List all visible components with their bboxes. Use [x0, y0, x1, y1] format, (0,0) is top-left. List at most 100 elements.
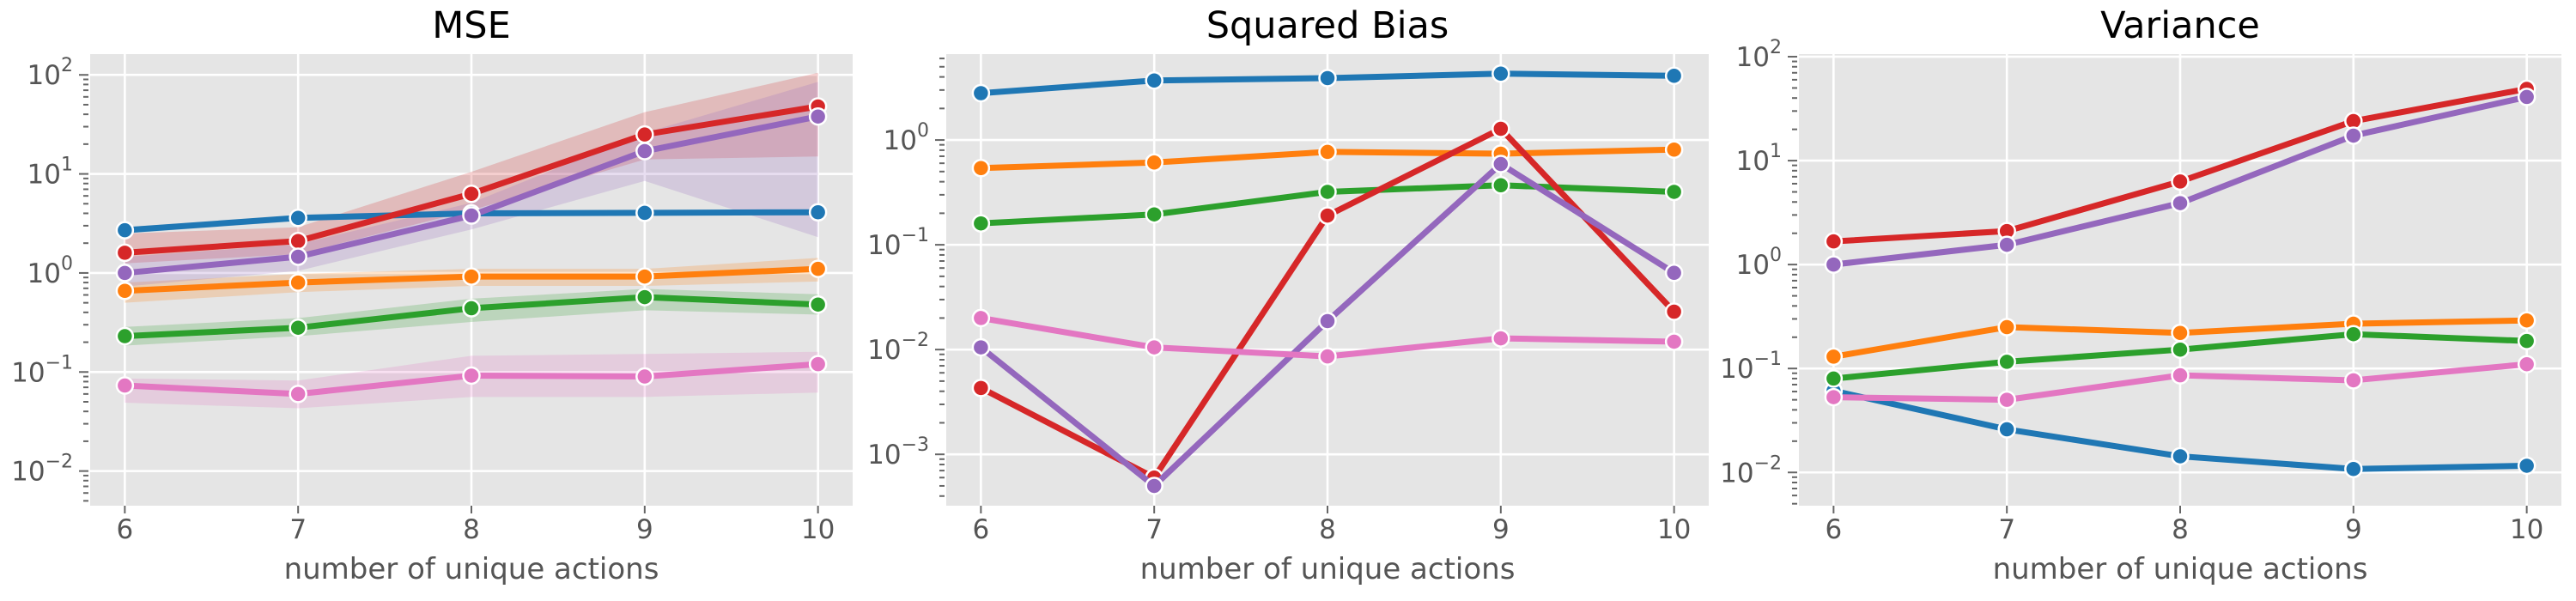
data-point [808, 355, 828, 373]
data-point [1824, 369, 1844, 388]
data-point [2344, 325, 2363, 343]
data-point [971, 337, 991, 357]
y-tick-label: 102 [1736, 37, 1782, 73]
data-point [1664, 332, 1684, 351]
data-point [2171, 193, 2190, 213]
data-point [971, 308, 991, 328]
data-point [289, 318, 307, 337]
data-point [462, 366, 481, 385]
data-point [2517, 456, 2537, 476]
data-point [2344, 459, 2363, 478]
x-tick-label: 6 [972, 514, 989, 545]
data-point [462, 206, 481, 225]
data-point [115, 264, 135, 282]
data-point [1145, 337, 1163, 357]
x-axis-label-variance: number of unique actions [1992, 552, 2368, 586]
data-point [1492, 155, 1510, 173]
y-tick-label: 10−2 [1720, 452, 1782, 489]
x-tick-label: 8 [1319, 514, 1336, 545]
series-markers-green [115, 288, 828, 346]
data-point [1997, 420, 2016, 439]
series-markers-purple [971, 155, 1684, 495]
chart-title-squared-bias: Squared Bias [1206, 4, 1449, 47]
data-point [289, 232, 307, 251]
data-point [2517, 331, 2537, 350]
x-tick-label: 8 [463, 514, 480, 545]
data-point [1664, 182, 1684, 202]
data-point [971, 158, 991, 178]
data-point [1664, 302, 1684, 321]
data-point [289, 273, 307, 292]
data-point [2517, 88, 2537, 106]
data-point [1492, 329, 1510, 348]
series-markers-orange [115, 259, 828, 300]
data-point [808, 106, 828, 126]
data-point [1492, 64, 1510, 83]
y-tick-label: 101 [1736, 141, 1782, 177]
chart-title-variance: Variance [2100, 4, 2260, 47]
x-tick-label: 7 [1998, 514, 2015, 545]
data-point [635, 367, 654, 386]
data-point [2344, 371, 2363, 390]
chart-variance: 102 101 100 10−1 10−2 6 7 8 9 10 [1720, 37, 2561, 545]
x-tick-labels: 6 7 8 9 10 [116, 514, 835, 545]
data-point [1824, 232, 1844, 251]
data-point [2171, 323, 2190, 343]
series-band-red [125, 72, 818, 264]
y-tick-label: 101 [27, 155, 73, 191]
data-point [971, 379, 991, 398]
y-tick-label: 100 [884, 120, 929, 156]
data-point [289, 247, 307, 266]
series-markers-orange [1824, 311, 2537, 367]
y-tick-label: 10−2 [867, 330, 929, 366]
y-tick-labels: 102 101 100 10−1 10−2 [11, 55, 73, 487]
y-tick-labels: 100 10−1 10−2 10−3 [867, 120, 929, 470]
data-point [1492, 176, 1510, 195]
data-point [1664, 66, 1684, 86]
data-point [1318, 312, 1337, 331]
series-markers-purple [1824, 88, 2537, 274]
data-point [462, 184, 481, 203]
axis-ticks [79, 74, 819, 513]
data-point [2517, 311, 2537, 330]
data-point [1145, 153, 1163, 173]
y-tick-label: 10−1 [1720, 349, 1782, 385]
data-point [115, 326, 135, 346]
data-point [635, 288, 654, 307]
x-tick-label: 9 [1492, 514, 1510, 545]
data-point [2171, 366, 2190, 385]
data-point [1997, 235, 2016, 254]
x-tick-label: 7 [1145, 514, 1163, 545]
data-point [115, 243, 135, 263]
y-tick-label: 100 [1736, 245, 1782, 281]
x-tick-labels: 6 7 8 9 10 [1825, 514, 2543, 545]
data-point [2517, 355, 2537, 373]
data-point [635, 142, 654, 161]
data-point [1318, 69, 1337, 88]
data-point [2344, 126, 2363, 145]
data-point [1492, 119, 1510, 138]
series-markers-purple [115, 106, 828, 282]
data-point [1997, 390, 2016, 410]
data-point [115, 221, 135, 240]
data-point [289, 385, 307, 404]
y-tick-label: 10−3 [867, 434, 929, 470]
x-tick-label: 9 [636, 514, 653, 545]
chart-mse: 102 101 100 10−1 10−2 6 7 8 9 10 [11, 54, 853, 545]
data-point [1318, 206, 1337, 225]
x-tick-label: 6 [116, 514, 133, 545]
x-tick-label: 6 [1825, 514, 1842, 545]
series-markers-green [971, 176, 1684, 233]
data-point [1824, 255, 1844, 274]
y-tick-label: 102 [27, 55, 73, 91]
data-point [1997, 318, 2016, 337]
series-markers-pink [115, 355, 828, 404]
data-point [635, 203, 654, 222]
series-markers-blue [971, 64, 1684, 103]
x-axis-label-mse: number of unique actions [283, 552, 659, 586]
data-point [1318, 182, 1337, 202]
y-tick-label: 10−1 [11, 352, 73, 388]
x-tick-label: 9 [2345, 514, 2362, 545]
y-tick-label: 10−2 [11, 452, 73, 488]
data-point [1318, 143, 1337, 161]
